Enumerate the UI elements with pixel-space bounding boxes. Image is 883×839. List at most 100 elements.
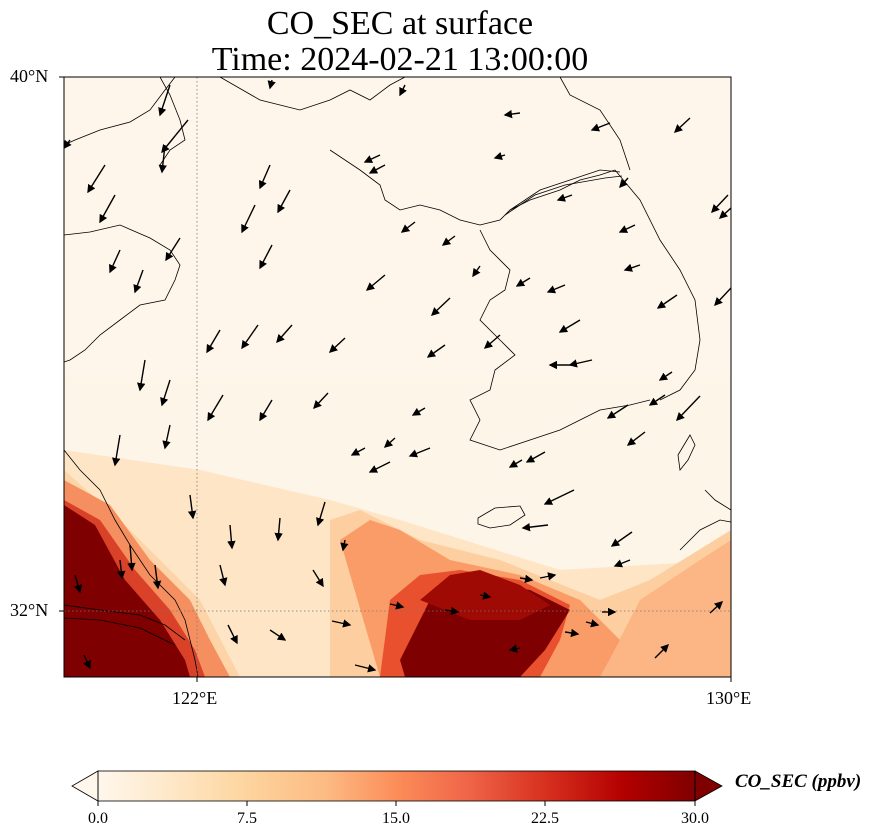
- wind-arrow: [259, 244, 273, 270]
- wind-arrow: [623, 263, 641, 272]
- lat-label-32n: 32°N: [10, 600, 49, 620]
- wind-arrow: [158, 144, 167, 174]
- wind-arrow: [207, 394, 224, 422]
- wind-arrow: [383, 437, 396, 448]
- wind-arrow: [654, 644, 669, 659]
- lon-label-122e: 122°E: [172, 688, 218, 708]
- colorbar-tick-7-5: 7.5: [237, 810, 257, 827]
- wind-arrow: [241, 324, 259, 350]
- wind-arrow: [241, 204, 256, 234]
- wind-arrow: [219, 564, 228, 587]
- wind-arrow: [709, 601, 724, 614]
- axis-ticks: [59, 76, 732, 682]
- wind-arrow: [519, 574, 534, 583]
- wind-arrow: [328, 337, 346, 353]
- wind-arrow: [354, 664, 377, 673]
- wind-arrow: [606, 404, 629, 419]
- wind-arrow: [493, 151, 506, 161]
- co-field: [64, 77, 731, 677]
- wind-arrow: [656, 294, 678, 309]
- wind-arrow: [162, 424, 171, 450]
- wind-arrow: [99, 194, 116, 224]
- wind-arrow: [400, 221, 416, 233]
- wind-arrow: [133, 269, 144, 294]
- wind-arrow: [64, 139, 72, 150]
- wind-arrow: [227, 524, 236, 550]
- colorbar: [71, 770, 723, 806]
- wind-arrow: [277, 189, 291, 214]
- wind-arrow: [368, 164, 386, 174]
- wind-arrow: [350, 447, 366, 456]
- chart-title-line1: CO_SEC at surface: [266, 5, 534, 42]
- lat-label-40n: 40°N: [10, 66, 49, 86]
- wind-arrow: [483, 334, 501, 349]
- wind-arrow: [258, 164, 271, 190]
- wind-arrow: [112, 434, 121, 467]
- wind-arrow: [556, 193, 573, 202]
- wind-arrow: [626, 431, 646, 446]
- wind-arrow: [558, 319, 581, 333]
- wind-arrow: [546, 284, 566, 294]
- colorbar-tick-30: 30.0: [681, 810, 709, 827]
- wind-arrow: [479, 591, 492, 600]
- wind-arrow: [83, 654, 91, 670]
- wind-arrow: [187, 494, 197, 520]
- wind-arrow: [515, 277, 531, 287]
- wind-arrow: [441, 235, 456, 246]
- wind-vectors: [64, 79, 731, 673]
- wind-arrow: [227, 624, 238, 645]
- wind-arrow: [109, 249, 121, 274]
- wind-arrow: [137, 359, 146, 392]
- wind-arrow: [613, 559, 631, 568]
- wind-arrow: [73, 574, 83, 594]
- wind-arrow: [564, 628, 580, 638]
- wind-arrow: [274, 517, 283, 542]
- wind-arrow: [259, 399, 273, 422]
- wind-arrow: [87, 164, 106, 194]
- wind-arrow: [399, 84, 407, 97]
- wind-arrow: [363, 154, 381, 163]
- colorbar-tick-0: 0.0: [88, 810, 108, 827]
- wind-arrow: [714, 287, 731, 307]
- coastlines: [64, 77, 731, 677]
- wind-arrow: [426, 344, 446, 358]
- wind-arrow: [673, 117, 691, 133]
- wind-arrow: [158, 84, 171, 117]
- colorbar-label: CO_SEC (ppbv): [735, 771, 862, 792]
- wind-arrow: [539, 572, 557, 581]
- gridlines: [64, 77, 731, 677]
- wind-arrow: [316, 501, 326, 527]
- wind-arrow: [408, 447, 431, 458]
- wind-arrow: [508, 644, 521, 653]
- wind-arrow: [117, 559, 126, 580]
- wind-arrow: [313, 392, 329, 410]
- wind-arrow: [521, 522, 549, 532]
- wind-arrow: [444, 606, 460, 616]
- wind-arrow: [648, 394, 666, 406]
- wind-arrow: [711, 194, 729, 214]
- wind-arrow: [160, 379, 171, 407]
- colorbar-tick-22-5: 22.5: [531, 810, 559, 827]
- wind-arrow: [331, 619, 352, 628]
- wind-arrow: [365, 274, 386, 291]
- wind-arrow: [276, 324, 293, 344]
- chart-title-line2: Time: 2024-02-21 13:00:00: [211, 41, 589, 78]
- wind-arrow: [718, 207, 731, 219]
- wind-arrow: [619, 177, 629, 189]
- wind-arrow: [618, 224, 636, 233]
- wind-arrow: [472, 265, 481, 278]
- wind-arrow: [525, 451, 546, 463]
- wind-arrow: [127, 544, 136, 572]
- wind-arrow: [676, 395, 701, 422]
- wind-arrow: [165, 237, 181, 262]
- lon-label-130e: 130°E: [706, 688, 752, 708]
- wind-arrow: [503, 109, 521, 119]
- wind-arrow: [312, 569, 324, 588]
- wind-arrow: [340, 539, 349, 552]
- wind-arrow: [543, 489, 575, 505]
- wind-arrow: [585, 619, 600, 628]
- wind-arrow: [610, 531, 633, 547]
- wind-arrow: [267, 79, 276, 90]
- wind-arrow: [568, 359, 593, 368]
